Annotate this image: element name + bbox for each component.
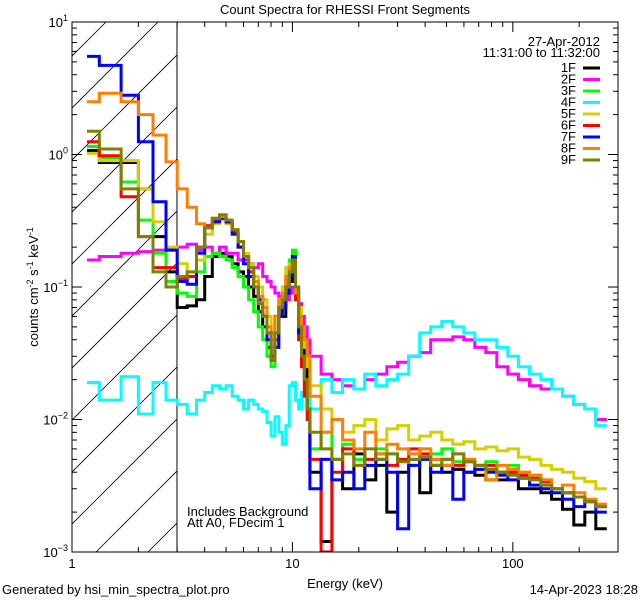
legend-label-1F: 1F (561, 60, 576, 75)
hatch-line (72, 158, 177, 265)
hatch-line (72, 210, 177, 317)
annotation-attenuator: Att A0, FDecim 1 (187, 515, 285, 530)
hatch-line (72, 418, 177, 525)
legend-label-5F: 5F (561, 106, 576, 121)
footer-timestamp: 14-Apr-2023 18:28 (530, 582, 638, 597)
hatch-line (0, 0, 124, 552)
y-tick-label: 100 (49, 146, 68, 163)
legend-label-7F: 7F (561, 129, 576, 144)
y-tick-label: 10−3 (43, 543, 68, 560)
series-8F (87, 91, 607, 506)
hatch-line (72, 366, 177, 473)
legend-label-9F: 9F (561, 152, 576, 167)
footer-generated-by: Generated by hsi_min_spectra_plot.pro (2, 582, 230, 597)
hatch-line (72, 22, 107, 57)
series-9F (87, 129, 607, 509)
date-label: 27-Apr-2012 (528, 34, 600, 49)
x-tick-label: 10 (285, 556, 299, 571)
y-tick-label: 101 (49, 13, 68, 30)
hatch-line (72, 22, 159, 109)
x-tick-label: 100 (502, 556, 524, 571)
legend-label-3F: 3F (561, 83, 576, 98)
series-4F (87, 319, 607, 446)
x-tick-label: 1 (68, 556, 75, 571)
legend-label-2F: 2F (561, 72, 576, 87)
legend-label-8F: 8F (561, 141, 576, 156)
y-tick-label: 10−1 (43, 278, 68, 295)
y-axis-label: counts cm-2 s-1 keV-1 (25, 227, 41, 346)
annotation-background: Includes Background (187, 504, 308, 519)
y-tick-label: 10−2 (43, 411, 68, 428)
time-range-label: 11:31:00 to 11:32:00 (483, 45, 600, 60)
legend-label-4F: 4F (561, 95, 576, 110)
chart-title: Count Spectra for RHESSI Front Segments (220, 2, 470, 17)
legend-label-6F: 6F (561, 118, 576, 133)
x-axis-label: Energy (keV) (307, 576, 383, 591)
